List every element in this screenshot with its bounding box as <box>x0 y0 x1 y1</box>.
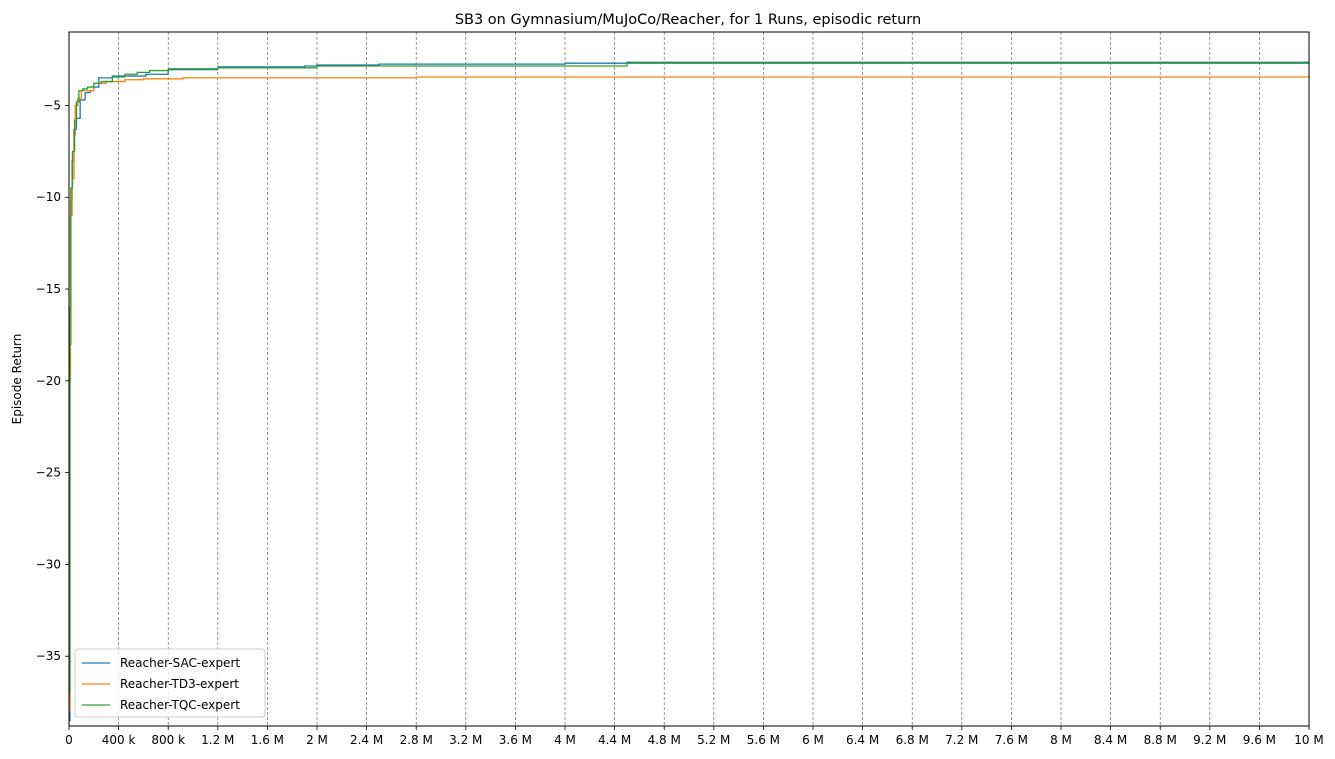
x-tick-label: 0 <box>65 733 73 747</box>
x-tick-label: 6 M <box>802 733 824 747</box>
x-tick-label: 2.4 M <box>350 733 383 747</box>
x-tick-label: 6.4 M <box>846 733 879 747</box>
x-tick-label: 8.8 M <box>1144 733 1177 747</box>
chart-title: SB3 on Gymnasium/MuJoCo/Reacher, for 1 R… <box>455 12 921 28</box>
x-tick-label: 4.8 M <box>648 733 681 747</box>
x-tick-label: 400 k <box>102 733 136 747</box>
y-tick-label: −20 <box>36 374 61 388</box>
x-tick-label: 3.2 M <box>449 733 482 747</box>
x-tick-label: 2.8 M <box>400 733 433 747</box>
y-tick-label: −25 <box>36 466 61 480</box>
y-tick-label: −15 <box>36 282 61 296</box>
plot-frame <box>68 31 1310 727</box>
x-tick-label: 10 M <box>1294 733 1323 747</box>
x-tick-label: 9.2 M <box>1193 733 1226 747</box>
x-tick-label: 9.6 M <box>1243 733 1276 747</box>
y-tick-label: −5 <box>43 98 61 112</box>
x-tick-label: 800 k <box>151 733 185 747</box>
x-axis-ticks: 0 400 k 800 k 1.2 M 1.6 M 2 M 2.4 M 2.8 M 3.2 M 3… <box>65 726 1324 747</box>
x-tick-label: 6.8 M <box>896 733 929 747</box>
legend: Reacher-SAC-expert Reacher-TD3-expert Reac… <box>74 648 266 718</box>
x-tick-label: 4.4 M <box>598 733 631 747</box>
grid-lines <box>118 32 1260 726</box>
x-tick-label: 1.6 M <box>251 733 284 747</box>
x-tick-label: 3.6 M <box>499 733 532 747</box>
y-axis-label: Episode Return <box>10 334 24 425</box>
y-tick-label: −35 <box>36 649 61 663</box>
x-tick-label: 5.2 M <box>697 733 730 747</box>
x-tick-label: 4 M <box>554 733 576 747</box>
y-axis-ticks: −35 −30 −25 −20 −15 −10 −5 <box>36 98 69 663</box>
y-tick-label: −30 <box>36 557 61 571</box>
legend-box <box>74 648 266 718</box>
x-tick-label: 8 M <box>1050 733 1072 747</box>
series-lines <box>69 61 1310 722</box>
x-tick-label: 7.2 M <box>945 733 978 747</box>
x-tick-label: 2 M <box>306 733 328 747</box>
legend-label: Reacher-TD3-expert <box>120 677 239 691</box>
legend-label: Reacher-TQC-expert <box>120 698 240 712</box>
series-line-2 <box>69 62 1309 694</box>
series-line-1 <box>69 75 1310 712</box>
x-tick-label: 7.6 M <box>995 733 1028 747</box>
x-tick-label: 1.2 M <box>201 733 234 747</box>
x-tick-label: 5.6 M <box>747 733 780 747</box>
y-tick-label: −10 <box>36 190 61 204</box>
legend-label: Reacher-SAC-expert <box>120 656 240 670</box>
x-tick-label: 8.4 M <box>1094 733 1127 747</box>
